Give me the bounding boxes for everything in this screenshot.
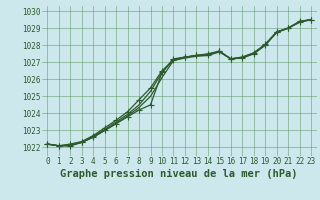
X-axis label: Graphe pression niveau de la mer (hPa): Graphe pression niveau de la mer (hPa) <box>60 168 298 179</box>
